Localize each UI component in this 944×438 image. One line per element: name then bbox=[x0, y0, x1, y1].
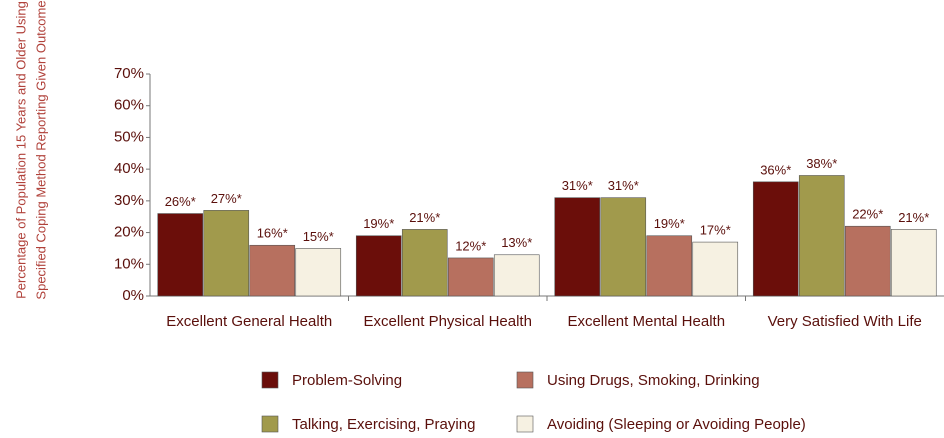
bar bbox=[157, 213, 204, 297]
x-tick-label: Excellent General Health bbox=[166, 313, 332, 330]
bar bbox=[447, 257, 494, 297]
bar bbox=[355, 235, 402, 297]
value-label: 26%* bbox=[165, 194, 196, 209]
y-axis-label: Specified Coping Method Reporting Given … bbox=[33, 0, 48, 299]
value-label: 38%* bbox=[806, 156, 837, 171]
y-tick-label: 50% bbox=[114, 128, 144, 145]
value-label: 15%* bbox=[303, 229, 334, 244]
value-label: 21%* bbox=[409, 210, 440, 225]
y-tick-label: 60% bbox=[114, 97, 144, 114]
value-label: 27%* bbox=[211, 191, 242, 206]
bar bbox=[600, 197, 647, 297]
y-tick-label: 30% bbox=[114, 192, 144, 209]
value-label: 21%* bbox=[898, 210, 929, 225]
value-label: 31%* bbox=[562, 178, 593, 193]
y-tick-label: 10% bbox=[114, 255, 144, 272]
bar bbox=[692, 241, 739, 297]
value-label: 22%* bbox=[852, 207, 883, 222]
x-tick-label: Excellent Mental Health bbox=[567, 313, 725, 330]
bar bbox=[493, 254, 540, 297]
value-label: 13%* bbox=[501, 235, 532, 250]
x-tick-label: Very Satisfied With Life bbox=[768, 313, 922, 330]
bar bbox=[295, 248, 342, 297]
legend-swatch bbox=[261, 371, 279, 389]
value-label: 17%* bbox=[700, 223, 731, 238]
legend-label: Problem-Solving bbox=[292, 372, 402, 389]
bar bbox=[752, 181, 799, 297]
bar bbox=[844, 225, 891, 297]
bar bbox=[798, 175, 845, 297]
y-tick-label: 70% bbox=[114, 65, 144, 82]
legend-swatch bbox=[516, 415, 534, 433]
value-label: 16%* bbox=[257, 226, 288, 241]
x-tick-label: Excellent Physical Health bbox=[364, 313, 532, 330]
y-tick-label: 20% bbox=[114, 224, 144, 241]
legend-label: Using Drugs, Smoking, Drinking bbox=[547, 372, 760, 389]
y-tick-label: 0% bbox=[122, 287, 144, 304]
legend-swatch bbox=[516, 371, 534, 389]
y-tick-label: 40% bbox=[114, 160, 144, 177]
bar bbox=[249, 244, 296, 297]
legend-label: Talking, Exercising, Praying bbox=[292, 416, 475, 433]
bar bbox=[890, 229, 937, 297]
bar bbox=[203, 210, 250, 297]
bar bbox=[401, 229, 448, 297]
value-label: 31%* bbox=[608, 178, 639, 193]
value-label: 12%* bbox=[455, 238, 486, 253]
value-label: 19%* bbox=[363, 216, 394, 231]
legend-label: Avoiding (Sleeping or Avoiding People) bbox=[547, 416, 806, 433]
bar bbox=[646, 235, 693, 297]
value-label: 36%* bbox=[760, 162, 791, 177]
bar bbox=[554, 197, 601, 297]
legend-swatch bbox=[261, 415, 279, 433]
value-label: 19%* bbox=[654, 216, 685, 231]
y-axis-label: Percentage of Population 15 Years and Ol… bbox=[13, 1, 28, 299]
